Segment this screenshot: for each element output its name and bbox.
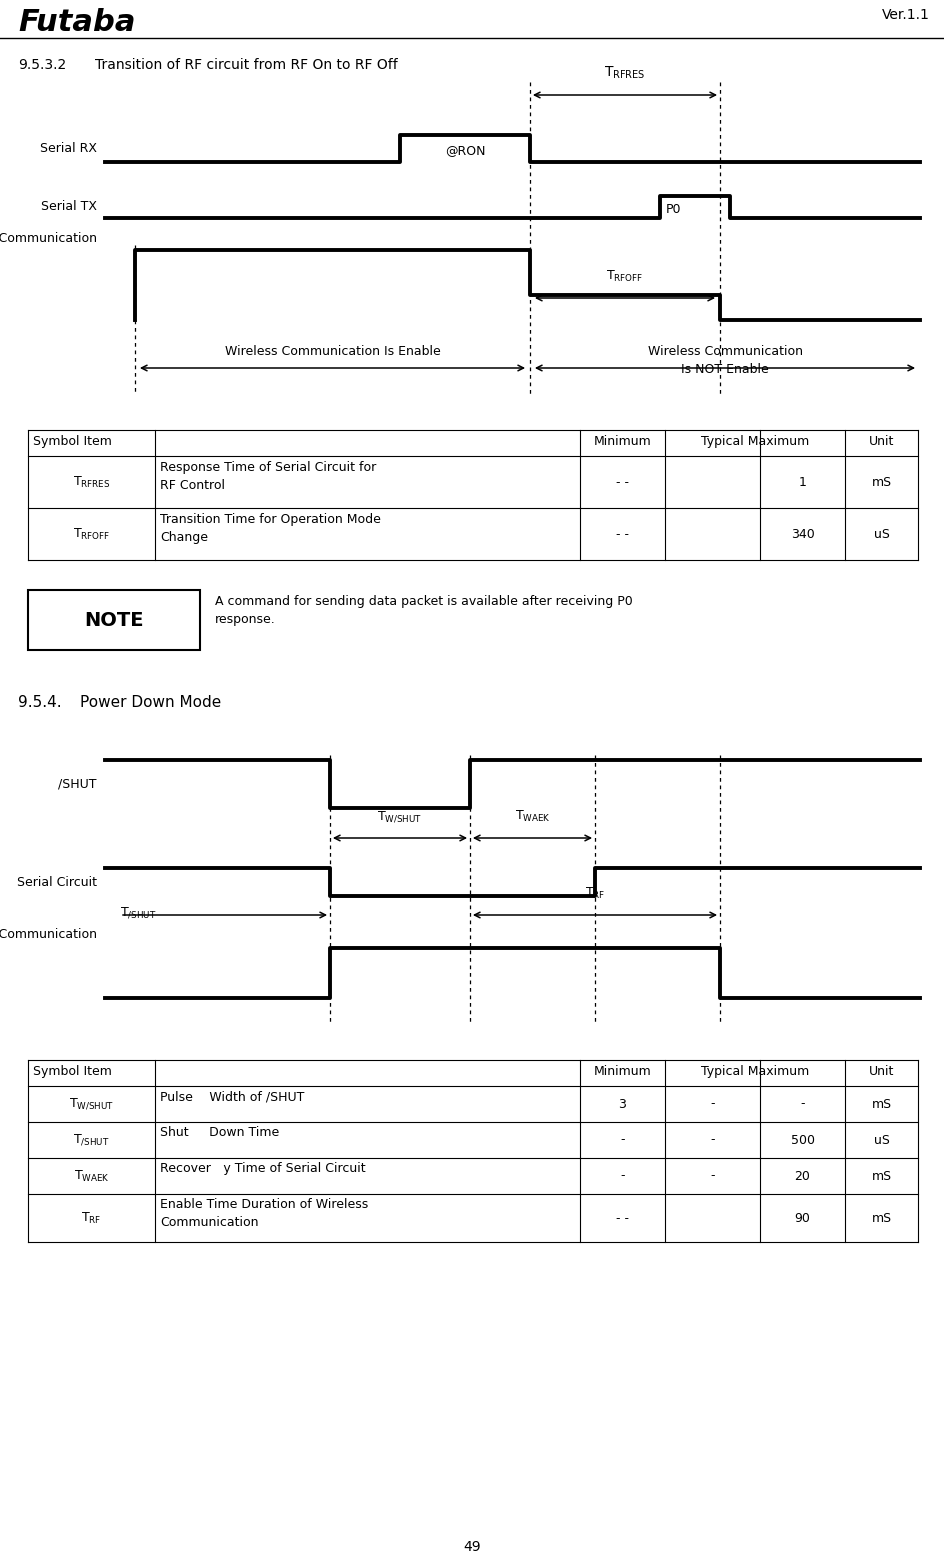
Text: 20: 20 xyxy=(794,1170,810,1183)
Text: Enable Time Duration of Wireless
Communication: Enable Time Duration of Wireless Communi… xyxy=(160,1198,368,1229)
Text: $\mathregular{T_{W/SHUT}}$: $\mathregular{T_{W/SHUT}}$ xyxy=(377,810,422,824)
Text: Transition of RF circuit from RF On to RF Off: Transition of RF circuit from RF On to R… xyxy=(95,57,397,71)
Bar xyxy=(28,591,200,650)
Text: $\mathregular{T_{RFRES}}$: $\mathregular{T_{RFRES}}$ xyxy=(603,65,645,81)
Text: Status of Wireless Communication: Status of Wireless Communication xyxy=(0,232,97,246)
Text: /SHUT: /SHUT xyxy=(59,777,97,791)
Text: Unit: Unit xyxy=(868,1064,893,1078)
Text: $\mathregular{T_{WAEK}}$: $\mathregular{T_{WAEK}}$ xyxy=(514,810,549,824)
Text: -: - xyxy=(619,1170,624,1183)
Text: Minimum: Minimum xyxy=(593,1064,650,1078)
Text: -: - xyxy=(710,1170,714,1183)
Text: -: - xyxy=(710,1133,714,1147)
Text: $\mathregular{T_{/SHUT}}$: $\mathregular{T_{/SHUT}}$ xyxy=(74,1133,110,1147)
Text: Wireless Communication Is Enable: Wireless Communication Is Enable xyxy=(225,345,440,357)
Text: $\mathregular{T_{WAEK}}$: $\mathregular{T_{WAEK}}$ xyxy=(74,1169,110,1184)
Text: 500: 500 xyxy=(790,1133,814,1147)
Text: response.: response. xyxy=(215,612,276,626)
Text: @RON: @RON xyxy=(445,145,484,157)
Text: mS: mS xyxy=(870,1212,890,1225)
Text: Minimum: Minimum xyxy=(593,435,650,448)
Text: NOTE: NOTE xyxy=(84,611,143,629)
Text: $\mathregular{T_{RF}}$: $\mathregular{T_{RF}}$ xyxy=(584,886,604,901)
Text: uS: uS xyxy=(872,527,888,541)
Text: Recover y Time of Serial Circuit: Recover y Time of Serial Circuit xyxy=(160,1162,365,1175)
Text: -: - xyxy=(619,1133,624,1147)
Text: mS: mS xyxy=(870,1170,890,1183)
Text: Symbol Item: Symbol Item xyxy=(33,435,111,448)
Text: Serial RX: Serial RX xyxy=(40,141,97,155)
Text: $\mathregular{T_{/SHUT}}$: $\mathregular{T_{/SHUT}}$ xyxy=(120,904,157,920)
Text: mS: mS xyxy=(870,476,890,488)
Text: Status of Wireless Communication: Status of Wireless Communication xyxy=(0,928,97,942)
Text: Power Down Mode: Power Down Mode xyxy=(80,695,221,710)
Text: $\mathregular{T_{RFOFF}}$: $\mathregular{T_{RFOFF}}$ xyxy=(606,269,643,284)
Text: Futaba: Futaba xyxy=(18,8,135,37)
Text: $\mathregular{T_{RF}}$: $\mathregular{T_{RF}}$ xyxy=(81,1211,102,1226)
Text: 9.5.4.: 9.5.4. xyxy=(18,695,61,710)
Text: -: - xyxy=(800,1097,804,1111)
Text: -: - xyxy=(710,1097,714,1111)
Text: Response Time of Serial Circuit for
RF Control: Response Time of Serial Circuit for RF C… xyxy=(160,462,376,493)
Text: 49: 49 xyxy=(463,1540,480,1554)
Text: $\mathregular{T_{RFOFF}}$: $\mathregular{T_{RFOFF}}$ xyxy=(73,527,110,541)
Text: mS: mS xyxy=(870,1097,890,1111)
Text: Shut   Down Time: Shut Down Time xyxy=(160,1127,279,1139)
Text: P0: P0 xyxy=(666,204,681,216)
Text: Ver.1.1: Ver.1.1 xyxy=(881,8,929,22)
Text: Serial TX: Serial TX xyxy=(41,200,97,213)
Text: Wireless Communication: Wireless Communication xyxy=(647,345,801,357)
Text: Serial Circuit: Serial Circuit xyxy=(17,875,97,889)
Text: 3: 3 xyxy=(618,1097,626,1111)
Text: Pulse  Width of /SHUT: Pulse Width of /SHUT xyxy=(160,1089,304,1103)
Text: $\mathregular{T_{W/SHUT}}$: $\mathregular{T_{W/SHUT}}$ xyxy=(69,1097,114,1111)
Text: 1: 1 xyxy=(798,476,805,488)
Text: A command for sending data packet is available after receiving P0: A command for sending data packet is ava… xyxy=(215,595,632,608)
Text: - -: - - xyxy=(615,1212,629,1225)
Text: - -: - - xyxy=(615,476,629,488)
Text: Unit: Unit xyxy=(868,435,893,448)
Text: - -: - - xyxy=(615,527,629,541)
Text: 9.5.3.2: 9.5.3.2 xyxy=(18,57,66,71)
Text: Symbol Item: Symbol Item xyxy=(33,1064,111,1078)
Text: Typical Maximum: Typical Maximum xyxy=(700,1064,808,1078)
Text: uS: uS xyxy=(872,1133,888,1147)
Text: Typical Maximum: Typical Maximum xyxy=(700,435,808,448)
Text: Is NOT Enable: Is NOT Enable xyxy=(681,364,768,376)
Text: Transition Time for Operation Mode
Change: Transition Time for Operation Mode Chang… xyxy=(160,513,380,544)
Text: $\mathregular{T_{RFRES}}$: $\mathregular{T_{RFRES}}$ xyxy=(73,474,110,490)
Text: 340: 340 xyxy=(790,527,814,541)
Text: 90: 90 xyxy=(794,1212,810,1225)
